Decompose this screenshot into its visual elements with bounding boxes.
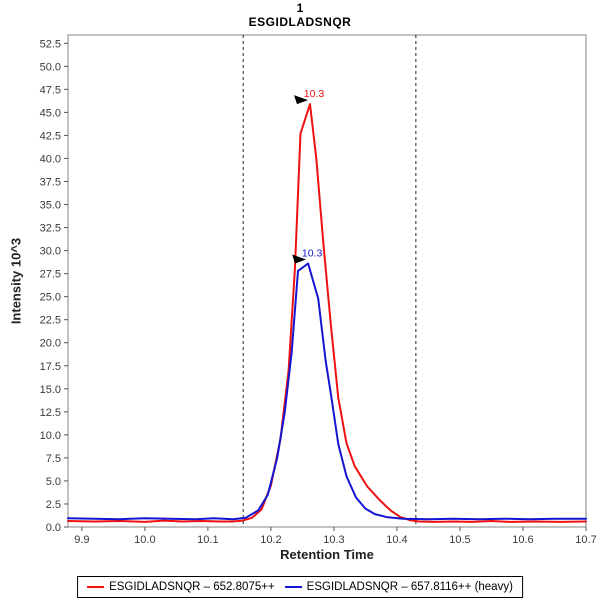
y-tick-label: 12.5 — [40, 407, 61, 419]
y-tick-label: 45.0 — [40, 107, 61, 119]
y-tick-label: 2.5 — [46, 499, 61, 511]
y-tick-label: 17.5 — [40, 361, 61, 373]
chromatogram-trace-light[interactable] — [67, 103, 587, 523]
legend-label-heavy: ESGIDLADSNQR – 657.8116++ (heavy) — [306, 581, 513, 593]
y-tick-label: 0.0 — [46, 522, 61, 534]
y-tick-label: 32.5 — [40, 223, 61, 235]
x-tick-label: 10.7 — [575, 534, 596, 546]
y-tick-label: 20.0 — [40, 338, 61, 350]
peak-arrow-light-icon — [293, 95, 308, 105]
x-tick-label: 10.3 — [323, 534, 344, 546]
chart-title-index: 1 — [296, 1, 304, 15]
chromatogram-trace-heavy[interactable] — [67, 262, 587, 521]
y-tick-label: 42.5 — [40, 130, 61, 142]
x-tick-label: 10.1 — [197, 534, 218, 546]
chart-title-block: 1 ESGIDLADSNQR — [0, 1, 600, 30]
x-axis-title: Retention Time — [280, 547, 374, 562]
legend-item-heavy: ESGIDLADSNQR – 657.8116++ (heavy) — [284, 581, 513, 593]
legend: ESGIDLADSNQR – 652.8075++ ESGIDLADSNQR –… — [77, 576, 523, 598]
y-tick-label: 25.0 — [40, 292, 61, 304]
plot-frame — [67, 34, 587, 528]
x-tick-label: 10.4 — [386, 534, 407, 546]
y-tick-label: 40.0 — [40, 153, 61, 165]
peak-rt-label-heavy: 10.3 — [302, 247, 323, 259]
y-tick-label: 50.0 — [40, 61, 61, 73]
peak-rt-label-light: 10.3 — [304, 88, 325, 100]
y-tick-label: 7.5 — [46, 453, 61, 465]
x-tick-label: 10.6 — [512, 534, 533, 546]
legend-blue-line-icon — [284, 586, 302, 588]
x-tick-label: 9.9 — [74, 534, 89, 546]
y-tick-label: 27.5 — [40, 269, 61, 281]
y-tick-label: 10.0 — [40, 430, 61, 442]
y-tick-label: 15.0 — [40, 384, 61, 396]
legend-item-light: ESGIDLADSNQR – 652.8075++ — [87, 581, 275, 593]
legend-red-line-icon — [87, 586, 105, 588]
y-axis-title: Intensity 10^3 — [8, 237, 24, 325]
y-tick-label: 22.5 — [40, 315, 61, 327]
x-tick-label: 10.2 — [260, 534, 281, 546]
y-tick-label: 52.5 — [40, 38, 61, 50]
y-tick-label: 30.0 — [40, 246, 61, 258]
chart-title-peptide: ESGIDLADSNQR — [248, 15, 352, 29]
legend-label-light: ESGIDLADSNQR – 652.8075++ — [109, 581, 275, 593]
x-tick-label: 10.0 — [134, 534, 155, 546]
y-tick-label: 47.5 — [40, 84, 61, 96]
y-tick-label: 37.5 — [40, 176, 61, 188]
y-tick-label: 35.0 — [40, 200, 61, 212]
y-tick-label: 5.0 — [46, 476, 61, 488]
peak-arrow-heavy-icon — [292, 254, 307, 264]
x-tick-label: 10.5 — [449, 534, 470, 546]
